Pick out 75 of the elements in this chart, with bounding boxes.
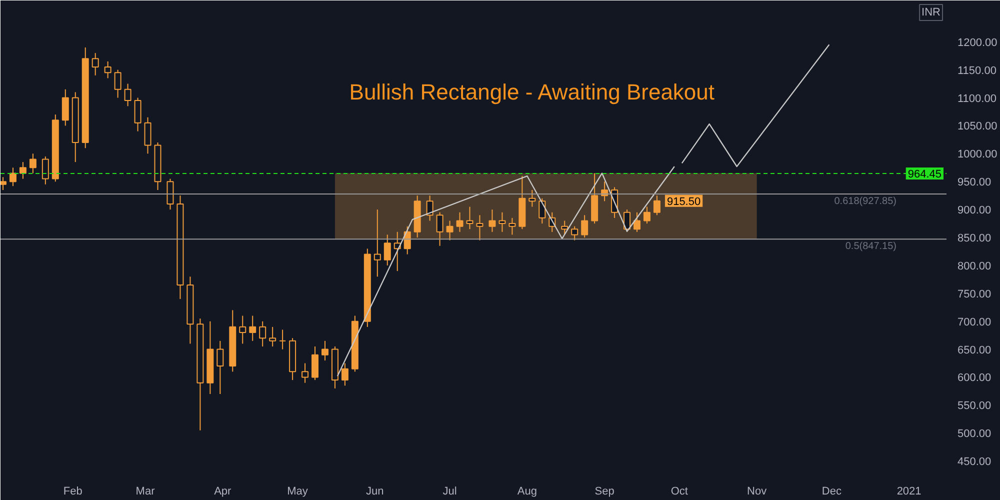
candlestick (436, 212, 444, 246)
y-tick-label: 750.00 (958, 288, 992, 300)
y-tick-label: 600.00 (958, 372, 992, 384)
x-tick-label: Mar (136, 486, 156, 498)
x-tick-label: Sep (594, 486, 614, 498)
candlestick (384, 234, 391, 266)
candlestick (341, 362, 348, 386)
y-tick-label: 500.00 (958, 428, 992, 440)
x-tick-label: Dec (822, 486, 842, 498)
candlestick (488, 209, 496, 232)
candlestick (239, 315, 246, 344)
candlestick (104, 60, 112, 79)
candlestick (62, 88, 69, 126)
y-axis-title: INR (922, 6, 941, 18)
y-tick-label: 950.00 (958, 176, 992, 189)
text: Bullish Rectangle - Awaiting Breakout (349, 80, 715, 104)
candlestick (134, 97, 142, 132)
candlestick (259, 320, 266, 347)
y-tick-label: 650.00 (958, 344, 992, 356)
x-tick-label: Oct (670, 486, 688, 498)
candlestick (269, 326, 276, 347)
candlestick (144, 116, 152, 154)
x-tick-label: Apr (214, 486, 232, 498)
candlestick (166, 178, 174, 210)
candlestick (653, 195, 660, 216)
x-tick-label: Jun (366, 486, 384, 498)
candlestick (426, 195, 434, 222)
candlestick (29, 153, 36, 174)
candlestick (643, 206, 650, 224)
ref-line-label: 964.45 (908, 168, 942, 181)
y-tick-label: 1000.00 (958, 148, 998, 161)
y-tick-label: 1050.00 (958, 120, 998, 133)
candlestick (456, 212, 464, 232)
ref-line-label: 0.5(847.15) (845, 241, 897, 252)
x-tick-label: 2021 (896, 486, 922, 498)
candlestick (279, 329, 286, 350)
candlestick (249, 315, 256, 342)
x-tick-label: Feb (63, 486, 82, 498)
y-tick-label: 900.00 (958, 204, 992, 217)
candlestick (9, 167, 16, 187)
candlestick (498, 212, 506, 232)
y-tick-label: 1100.00 (958, 92, 996, 105)
ref-line-label: 0.618(927.85) (834, 196, 897, 207)
x-tick-label: May (287, 486, 308, 498)
x-tick-label: Jul (442, 486, 457, 498)
annotation: 915.50 (666, 196, 701, 208)
candlestick (466, 206, 474, 230)
candlestick (302, 362, 309, 384)
candlestick (42, 156, 49, 185)
candlestick (19, 162, 26, 180)
candlestick (321, 340, 328, 361)
x-tick-label: Aug (517, 486, 537, 498)
candlestick (216, 340, 224, 395)
candlestick (561, 220, 568, 236)
candlestick (571, 226, 578, 241)
candlestick (124, 83, 132, 107)
y-tick-label: 1150.00 (958, 64, 996, 77)
y-tick-label: 850.00 (958, 232, 992, 244)
y-tick-label: 1200.00 (958, 36, 998, 49)
candlestick (508, 217, 516, 236)
candlestick (476, 214, 484, 241)
y-tick-label: 800.00 (958, 260, 992, 272)
candlestick (528, 189, 536, 208)
y-tick-label: 700.00 (958, 316, 992, 328)
candlestick (581, 214, 588, 238)
x-tick-label: Nov (747, 486, 768, 498)
candlestick (114, 69, 122, 98)
candlestick (374, 209, 381, 278)
candlestick (92, 52, 99, 76)
y-tick-label: 450.00 (958, 456, 992, 468)
candlestick (446, 220, 454, 241)
candlestick (312, 346, 318, 381)
candlestick (0, 176, 6, 190)
y-tick-label: 550.00 (958, 400, 992, 412)
candlestick (633, 212, 640, 232)
